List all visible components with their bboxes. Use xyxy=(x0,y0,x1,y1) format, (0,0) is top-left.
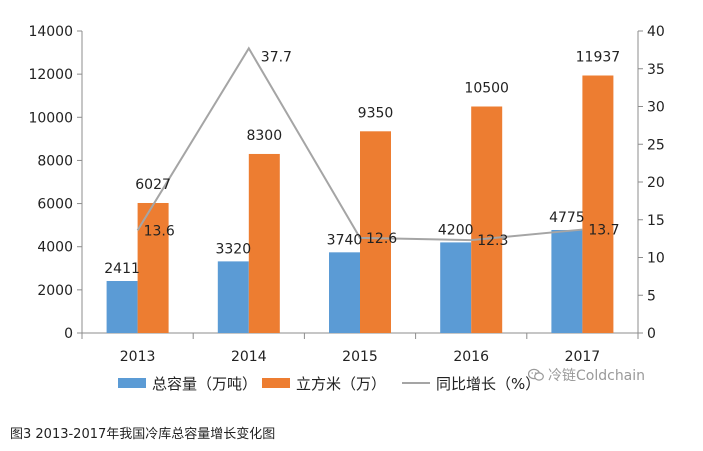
bar xyxy=(551,229,583,333)
bar xyxy=(106,280,138,333)
figure-caption: 图3 2013-2017年我国冷库总容量增长变化图 xyxy=(10,427,276,442)
growth-line xyxy=(136,46,583,242)
wechat-icon xyxy=(528,368,544,381)
legend: 总容量（万吨） 立方米（万） 同比增长（%） xyxy=(118,375,540,393)
bar xyxy=(137,202,169,333)
y-right-tick-label: 35 xyxy=(647,62,665,78)
bar xyxy=(440,242,472,333)
bar-value-label: 9350 xyxy=(358,105,394,121)
x-tick-label: 2013 xyxy=(120,349,156,365)
legend-label: 立方米（万） xyxy=(296,375,386,393)
legend-swatch xyxy=(118,378,146,388)
bar xyxy=(248,153,280,333)
bar-value-label: 4775 xyxy=(549,210,585,226)
y-right-tick-label: 0 xyxy=(647,326,656,342)
y-left-tick-label: 0 xyxy=(64,326,73,342)
x-tick-label: 2017 xyxy=(565,349,601,365)
bar-value-label: 2411 xyxy=(104,261,140,277)
bar-value-label: 4200 xyxy=(438,222,474,238)
bar-value-label: 3740 xyxy=(327,232,363,248)
growth-value-label: 37.7 xyxy=(261,49,292,65)
y-left-tick-label: 4000 xyxy=(37,240,73,256)
x-tick-label: 2016 xyxy=(453,349,489,365)
line-series xyxy=(136,46,583,242)
x-tick-label: 2015 xyxy=(342,349,378,365)
y-left-tick-label: 12000 xyxy=(28,67,73,83)
y-left-tick-label: 10000 xyxy=(28,110,73,126)
y-right-tick-label: 20 xyxy=(647,175,665,191)
bar xyxy=(360,131,391,333)
bar xyxy=(329,252,360,333)
bar-value-label: 6027 xyxy=(135,177,171,193)
y-right-tick-label: 25 xyxy=(647,137,665,153)
legend-swatch xyxy=(262,378,290,388)
y-left-tick-label: 8000 xyxy=(37,153,73,169)
legend-label: 总容量（万吨） xyxy=(152,375,257,393)
growth-value-label: 12.6 xyxy=(366,231,397,247)
y-left-tick-label: 6000 xyxy=(37,197,73,213)
bar-value-label: 11937 xyxy=(576,50,621,66)
y-left-tick-label: 2000 xyxy=(37,283,73,299)
y-right-tick-label: 5 xyxy=(647,288,656,304)
growth-value-label: 13.7 xyxy=(588,223,619,239)
y-right-tick-label: 30 xyxy=(647,100,665,116)
bar-value-label: 10500 xyxy=(464,81,509,97)
watermark-text: 冷链Coldchain xyxy=(548,368,646,384)
legend-label: 同比增长（%） xyxy=(436,375,540,393)
y-right-tick-label: 10 xyxy=(647,251,665,267)
bar xyxy=(217,261,249,333)
chart-axes: 0 2000 4000 6000 8000 10000 12000 14000 0 5 10 15 20… xyxy=(28,24,664,365)
growth-value-label: 13.6 xyxy=(144,223,175,239)
bar xyxy=(582,75,614,333)
y-right-tick-label: 40 xyxy=(647,24,665,40)
data-labels: 2411 3320 3740 4200 4775 6027 8300 9350 10500 119… xyxy=(104,49,620,277)
bar-series xyxy=(106,75,614,333)
growth-value-label: 12.3 xyxy=(477,233,508,249)
bar-value-label: 3320 xyxy=(215,241,251,257)
y-left-tick-label: 14000 xyxy=(28,24,73,40)
y-right-tick-label: 15 xyxy=(647,213,665,229)
x-tick-label: 2014 xyxy=(231,349,267,365)
bar-value-label: 8300 xyxy=(246,128,282,144)
watermark: 冷链Coldchain xyxy=(528,365,645,385)
bar xyxy=(471,106,503,333)
